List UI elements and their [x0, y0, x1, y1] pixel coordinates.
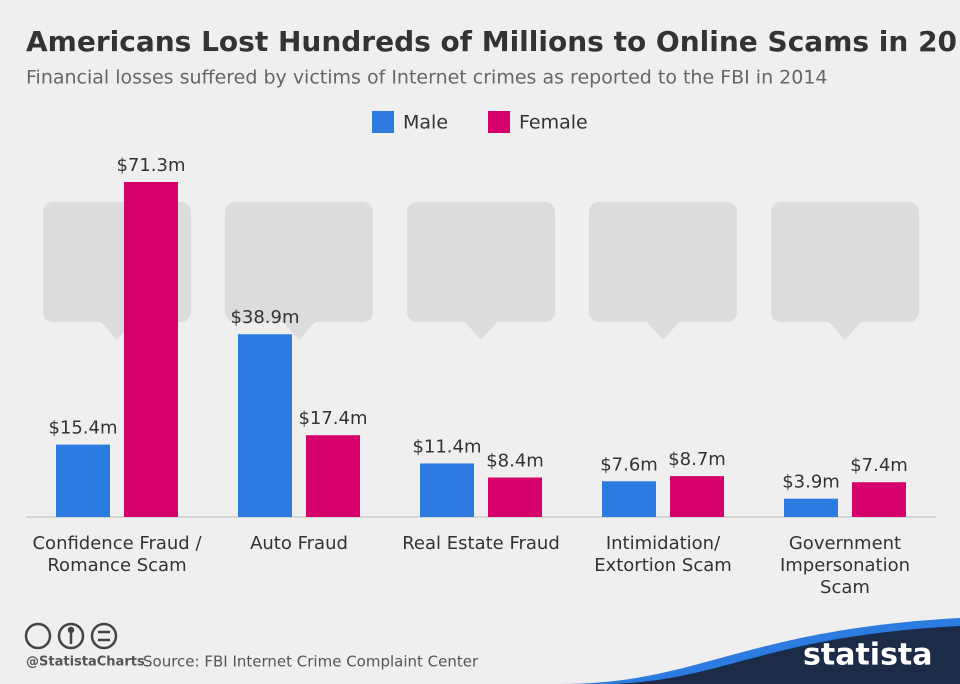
swoosh-dark — [600, 626, 960, 684]
value-label: $8.7m — [668, 449, 726, 470]
value-label: $38.9m — [230, 307, 299, 328]
x-tick-label: Real Estate Fraud — [402, 533, 560, 554]
value-label: $3.9m — [782, 472, 840, 493]
footer: @StatistaCharts Source: FBI Internet Cri… — [24, 618, 960, 684]
chart-title: Americans Lost Hundreds of Millions to O… — [26, 25, 960, 58]
value-label: $17.4m — [298, 408, 367, 429]
value-label: $11.4m — [412, 436, 481, 457]
bar — [784, 498, 838, 517]
logo: statista — [803, 638, 933, 673]
value-label: $7.4m — [850, 455, 908, 476]
credit: @StatistaCharts — [26, 655, 145, 670]
bar — [124, 182, 178, 517]
legend-swatch — [372, 111, 394, 133]
chart-subtitle: Financial losses suffered by victims of … — [26, 67, 828, 89]
icon-bubble — [225, 202, 373, 340]
value-label: $15.4m — [48, 418, 117, 439]
x-tick-label: Auto Fraud — [250, 533, 348, 554]
icon-bubble — [589, 202, 737, 340]
icon-bubble — [407, 202, 555, 340]
legend-swatch — [488, 111, 510, 133]
bar — [306, 435, 360, 517]
bar — [670, 476, 724, 517]
bar — [852, 482, 906, 517]
bar — [56, 444, 110, 517]
bar — [602, 481, 656, 517]
bar — [420, 463, 474, 517]
icon-bubble — [771, 202, 919, 340]
bar — [238, 334, 292, 517]
legend-label: Female — [519, 112, 588, 134]
bar — [488, 477, 542, 517]
license-icons — [24, 622, 118, 650]
legend-label: Male — [403, 112, 448, 134]
value-label: $8.4m — [486, 451, 544, 472]
value-label: $7.6m — [600, 454, 658, 475]
x-tick-label: Confidence Fraud / Romance Scam — [32, 533, 202, 576]
x-tick-label: Government Impersonation Scam — [780, 533, 910, 598]
x-tick-label: Intimidation/Extortion Scam — [594, 533, 732, 576]
value-label: $71.3m — [116, 155, 185, 176]
source: Source: FBI Internet Crime Complaint Cen… — [143, 653, 479, 671]
